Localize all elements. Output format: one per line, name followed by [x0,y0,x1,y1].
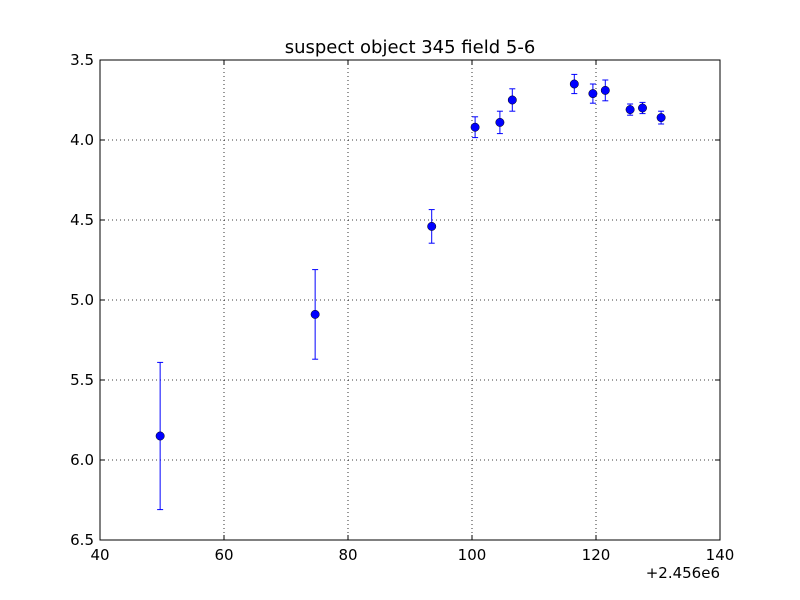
data-point [656,113,666,123]
x-tick-label: 120 [582,546,611,564]
y-tick-label: 5.5 [70,371,94,389]
data-point [310,309,320,319]
x-tick-label: 40 [90,546,109,564]
x-tick-labels: 40 60 80 100 120 140 [90,546,734,564]
chart-title: suspect object 345 field 5-6 [285,37,536,58]
data-point [569,79,579,89]
data-point [507,95,517,105]
data-point [470,122,480,132]
data-point [638,103,647,113]
y-tick-label: 4.0 [70,131,94,149]
y-tick-labels: 3.5 4.0 4.5 5.0 5.5 6.0 6.5 [70,51,94,549]
data-point [427,221,437,231]
x-tick-label: 80 [338,546,357,564]
x-tick-label: 100 [458,546,487,564]
x-tick-label: 60 [214,546,233,564]
y-tick-label: 6.0 [70,451,94,469]
data-points [155,79,666,441]
data-point [588,89,598,99]
y-tick-label: 3.5 [70,51,94,69]
grid [100,60,720,540]
data-point [600,85,610,95]
y-tick-label: 6.5 [70,531,94,549]
data-point [155,431,165,441]
data-point [495,117,505,127]
y-tick-label: 5.0 [70,291,94,309]
x-tick-label: 140 [706,546,735,564]
ticks [99,59,721,541]
x-offset-label: +2.456e6 [646,564,720,582]
y-tick-label: 4.5 [70,211,94,229]
data-point [625,105,635,115]
